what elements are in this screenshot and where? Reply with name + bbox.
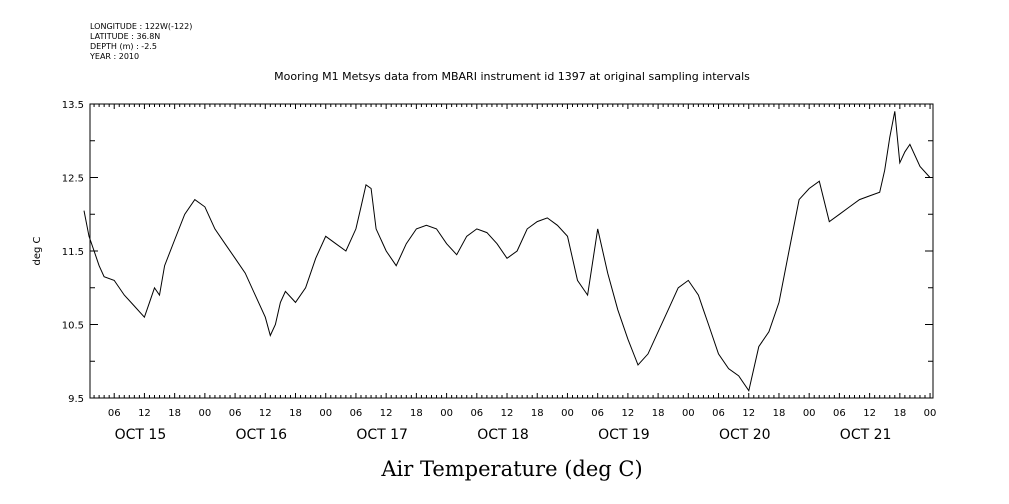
y-axis: 9.5 10.5 11.5 12.5 13.5 (62, 100, 933, 405)
x-tick-label: 12 (501, 408, 514, 419)
x-day-label: OCT 18 (477, 427, 529, 443)
x-tick-label: 06 (229, 408, 242, 419)
x-tick-label: 06 (108, 408, 121, 419)
x-tick-label: 00 (924, 408, 937, 419)
plot-frame (89, 103, 934, 399)
x-day-label: OCT 15 (115, 427, 167, 443)
y-tick-label: 11.5 (62, 247, 84, 258)
latitude-label: LATITUDE : 36.8N (90, 32, 161, 41)
x-day-label: OCT 17 (356, 427, 408, 443)
x-tick-label: 00 (319, 408, 332, 419)
x-axis: 06 12 18 00 06 12 18 00 06 12 18 00 06 12 18 00 06 12 18 00… (93, 104, 937, 443)
x-tick-label: 00 (682, 408, 695, 419)
metadata-block: LONGITUDE : 122W(-122) LATITUDE : 36.8N … (90, 22, 192, 62)
x-tick-label: 06 (712, 408, 725, 419)
longitude-label: LONGITUDE : 122W(-122) (90, 22, 193, 31)
x-tick-label: 06 (833, 408, 846, 419)
x-tick-label: 18 (168, 408, 181, 419)
x-day-label: OCT 21 (840, 427, 892, 443)
x-tick-label: 18 (893, 408, 906, 419)
x-tick-label: 18 (289, 408, 302, 419)
y-tick-label: 13.5 (62, 100, 84, 111)
x-tick-label: 06 (591, 408, 604, 419)
x-day-label: OCT 16 (235, 427, 287, 443)
x-tick-label: 12 (622, 408, 635, 419)
x-tick-label: 06 (350, 408, 363, 419)
x-tick-label: 00 (561, 408, 574, 419)
depth-label: DEPTH (m) : -2.5 (90, 42, 157, 51)
x-tick-label: 18 (773, 408, 786, 419)
y-tick-label: 12.5 (62, 174, 84, 185)
x-tick-label: 12 (863, 408, 876, 419)
x-tick-label: 12 (742, 408, 755, 419)
x-tick-label: 06 (470, 408, 483, 419)
x-tick-label: 00 (803, 408, 816, 419)
x-axis-label: Air Temperature (deg C) (380, 457, 642, 481)
y-tick-label: 9.5 (68, 394, 84, 405)
year-label: YEAR : 2010 (90, 52, 140, 61)
x-tick-label: 12 (138, 408, 151, 419)
x-tick-label: 00 (440, 408, 453, 419)
x-day-label: OCT 19 (598, 427, 650, 443)
x-tick-label: 18 (410, 408, 423, 419)
x-day-label: OCT 20 (719, 427, 771, 443)
x-tick-label: 18 (531, 408, 544, 419)
x-tick-label: 12 (259, 408, 272, 419)
x-tick-label: 12 (380, 408, 393, 419)
x-tick-label: 18 (652, 408, 665, 419)
chart-title: Mooring M1 Metsys data from MBARI instru… (274, 70, 750, 83)
x-tick-label: 00 (198, 408, 211, 419)
y-axis-label: deg C (32, 236, 43, 265)
y-tick-label: 10.5 (62, 321, 84, 332)
series-line (83, 111, 931, 392)
